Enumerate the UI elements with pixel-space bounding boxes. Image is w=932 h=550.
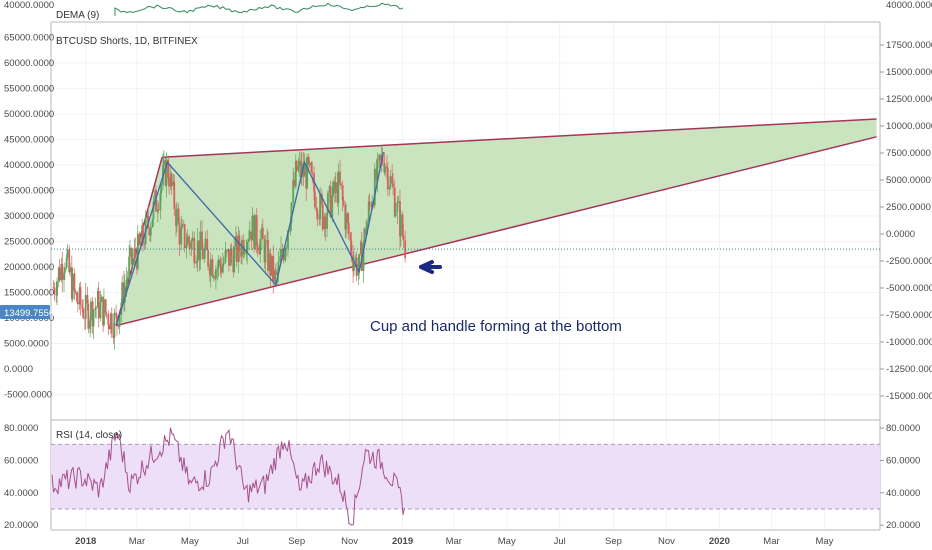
- right-axis-tick: -12500.0000: [886, 364, 932, 375]
- rsi-left-axis: 80.0000 60.0000 40.0000 20.0000: [4, 423, 38, 531]
- dema-label: DEMA (9): [56, 10, 99, 21]
- right-axis-tick: -5000.0000: [886, 283, 932, 294]
- arrow-left-icon: [419, 260, 442, 274]
- left-axis-tick: 40000.0000: [4, 160, 54, 171]
- x-axis-tick: May: [815, 536, 833, 547]
- right-axis-tick: 0.0000: [886, 229, 915, 240]
- left-axis-tick: 55000.0000: [4, 83, 54, 94]
- right-axis-tick: 15000.0000: [886, 67, 932, 78]
- left-axis-tick: 5000.0000: [4, 338, 49, 349]
- annotation-text: Cup and handle forming at the bottom: [370, 318, 622, 335]
- right-axis-tick: -10000.0000: [886, 337, 932, 348]
- right-axis-tick: 12500.0000: [886, 94, 932, 105]
- dema-right-tick: 40000.0000: [886, 0, 932, 11]
- dema-panel: 40000.0000 40000.0000 DEMA (9): [4, 0, 932, 23]
- rsi-right-tick: 60.0000: [886, 455, 920, 466]
- left-axis-tick: -5000.0000: [4, 389, 52, 400]
- right-axis-tick: -2500.0000: [886, 256, 932, 267]
- left-price-axis[interactable]: 65000.0000 60000.0000 55000.0000 50000.0000…: [4, 32, 54, 400]
- x-axis-tick: 2019: [392, 536, 413, 547]
- left-axis-tick: 20000.0000: [4, 262, 54, 273]
- left-axis-tick: 60000.0000: [4, 58, 54, 69]
- x-axis-tick: Mar: [446, 536, 462, 547]
- right-price-axis[interactable]: 17500.0000 15000.0000 12500.0000 10000.0000…: [880, 40, 932, 402]
- right-axis-tick: 7500.0000: [886, 148, 931, 159]
- x-axis-tick: May: [181, 536, 199, 547]
- rsi-right-tick: 80.0000: [886, 423, 920, 434]
- wedge-lower-trendline[interactable]: [115, 136, 877, 327]
- x-axis-tick: 2018: [75, 536, 96, 547]
- left-axis-tick: 30000.0000: [4, 211, 54, 222]
- price-badge-label: 13499.7556: [4, 308, 54, 319]
- right-axis-tick: 10000.0000: [886, 121, 932, 132]
- wedge-upper-trendline[interactable]: [162, 118, 877, 158]
- x-axis-tick: Sep: [288, 536, 305, 547]
- time-axis[interactable]: 2018 Mar May Jul Sep Nov 2019 Mar May Jul Sep Nov 20…: [75, 536, 834, 547]
- rsi-right-tick: 20.0000: [886, 520, 920, 531]
- x-axis-tick: Mar: [129, 536, 145, 547]
- rsi-right-tick: 40.0000: [886, 488, 920, 499]
- rsi-line: [51, 427, 405, 526]
- right-axis-tick: -7500.0000: [886, 310, 932, 321]
- dema-left-tick: 40000.0000: [4, 0, 54, 11]
- x-axis-tick: Sep: [605, 536, 622, 547]
- left-axis-tick: 35000.0000: [4, 185, 54, 196]
- x-axis-tick: Jul: [237, 536, 249, 547]
- right-axis-tick: 5000.0000: [886, 175, 931, 186]
- x-axis-tick: Jul: [554, 536, 566, 547]
- x-axis-tick: Nov: [658, 536, 675, 547]
- rsi-left-tick: 60.0000: [4, 455, 38, 466]
- x-axis-tick: Nov: [341, 536, 358, 547]
- rsi-label: RSI (14, close): [56, 430, 122, 441]
- left-axis-tick: 50000.0000: [4, 109, 54, 120]
- x-axis-tick: Mar: [763, 536, 779, 547]
- zigzag-line[interactable]: [115, 151, 385, 326]
- rsi-panel: RSI (14, close): [51, 427, 880, 526]
- right-axis-tick: 17500.0000: [886, 40, 932, 51]
- left-axis-tick: 15000.0000: [4, 287, 54, 298]
- main-chart-title: BTCUSD Shorts, 1D, BITFINEX: [56, 36, 198, 47]
- price-badge: 13499.7556: [0, 305, 54, 319]
- x-axis-tick: May: [498, 536, 516, 547]
- left-axis-tick: 0.0000: [4, 364, 33, 375]
- left-axis-tick: 45000.0000: [4, 134, 54, 145]
- left-axis-tick: 65000.0000: [4, 32, 54, 43]
- dema-line: [114, 2, 404, 16]
- rsi-left-tick: 40.0000: [4, 488, 38, 499]
- left-axis-tick: 25000.0000: [4, 236, 54, 247]
- rsi-left-tick: 80.0000: [4, 423, 38, 434]
- right-axis-tick: -15000.0000: [886, 391, 932, 402]
- x-axis-tick: 2020: [709, 536, 730, 547]
- rsi-right-axis: 80.0000 60.0000 40.0000 20.0000: [880, 423, 920, 531]
- right-axis-tick: 2500.0000: [886, 202, 931, 213]
- rsi-left-tick: 20.0000: [4, 520, 38, 531]
